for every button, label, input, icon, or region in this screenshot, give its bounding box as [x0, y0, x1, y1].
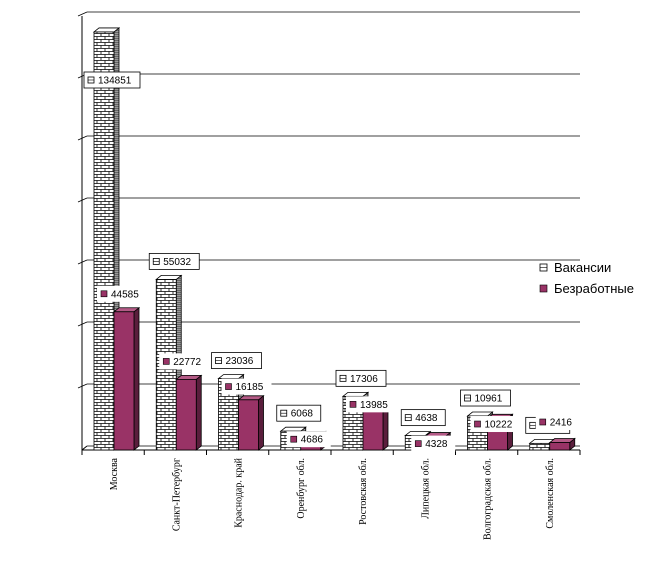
- data-label-unemployed-0-box: [97, 285, 147, 302]
- category-label-5: Липецкая обл.: [420, 458, 431, 519]
- bar-unemployed-4-front: [362, 406, 384, 451]
- bars: [92, 27, 576, 451]
- legend: Вакансии Безработные: [539, 260, 634, 296]
- data-label-unemployed-7-key: [539, 418, 547, 426]
- data-label-unemployed-6-box: [470, 416, 521, 433]
- data-label-vacancies-2-box: [211, 352, 262, 369]
- bar-vacancies-7-front: [529, 442, 551, 451]
- bar-vacancies-5-top: [404, 431, 432, 437]
- data-label-unemployed-5-key: [414, 440, 422, 447]
- category-label-3: Оренбург обл.: [296, 458, 307, 519]
- bar-unemployed-4: [361, 401, 390, 451]
- data-label-unemployed-4: 13985: [346, 396, 396, 413]
- data-label-vacancies-2: 23036: [211, 352, 262, 369]
- data-label-unemployed-3-key: [290, 435, 298, 443]
- data-label-unemployed-2-box: [221, 378, 272, 395]
- bar-unemployed-1: [175, 374, 203, 451]
- data-label-unemployed-1: 22772: [159, 353, 210, 370]
- bar-vacancies-4-top: [341, 391, 370, 397]
- category-label-0: Москва: [109, 457, 120, 490]
- gridlines: [77, 11, 580, 389]
- data-label-unemployed-1-box: [159, 353, 210, 370]
- data-label-unemployed-5-text: 4328: [425, 439, 448, 450]
- bar-unemployed-7-front: [549, 442, 571, 451]
- data-label-vacancies-3-box: [276, 404, 322, 422]
- data-label-unemployed-2: 16185: [221, 378, 272, 395]
- floor-edge: [81, 445, 88, 451]
- data-label-unemployed-6: 10222: [470, 416, 521, 433]
- data-label-unemployed-6-text: 10222: [485, 420, 513, 431]
- data-label-vacancies-4-box: [335, 369, 387, 387]
- data-label-unemployed-2-key: [225, 383, 232, 390]
- gridline-tick: [77, 11, 88, 17]
- bar-vacancies-0-top: [92, 27, 121, 33]
- bar-unemployed-1-top: [175, 375, 203, 380]
- data-label-vacancies-4: 17306: [335, 369, 387, 387]
- data-label-unemployed-3: 4686: [286, 431, 331, 448]
- data-label-vacancies-6-text: 10961: [475, 394, 503, 405]
- bar-unemployed-2: [237, 394, 265, 451]
- data-labels: 134851 44585 55032 22772 23036 16185 6068 4686 1…: [83, 71, 580, 452]
- data-label-unemployed-0-text: 44585: [111, 289, 139, 300]
- data-label-unemployed-6-key: [474, 420, 481, 428]
- legend-label-unemployed: Безработные: [554, 281, 634, 296]
- category-labels: Москва Санкт-Петербург Краснодар. край Орен…: [109, 457, 556, 540]
- data-label-vacancies-0-box: [83, 71, 141, 89]
- bar-unemployed-0-top: [112, 307, 141, 313]
- data-label-unemployed-4-text: 13985: [360, 400, 388, 411]
- category-label-4: Ростовская обл.: [358, 458, 369, 525]
- data-label-vacancies-1-text: 55032: [163, 257, 191, 268]
- data-label-vacancies-3-text: 6068: [291, 409, 314, 420]
- bar-vacancies-2-top: [217, 374, 245, 379]
- bar-unemployed-2-side: [258, 394, 264, 451]
- data-label-vacancies-1-box: [148, 253, 200, 270]
- category-label-1: Санкт-Петербург: [171, 458, 182, 531]
- legend-key-unemployed: [539, 284, 548, 293]
- legend-label-vacancies: Вакансии: [554, 260, 611, 275]
- bar-unemployed-0-side: [133, 306, 140, 451]
- data-label-unemployed-3-text: 4686: [301, 435, 324, 446]
- data-label-unemployed-1-key: [162, 358, 170, 365]
- data-label-unemployed-3-box: [286, 431, 331, 448]
- bar-unemployed-1-front: [175, 379, 197, 451]
- data-label-vacancies-6-box: [460, 389, 511, 407]
- data-label-unemployed-7-text: 2416: [550, 418, 573, 429]
- data-label-unemployed-4-key: [349, 401, 357, 408]
- data-label-vacancies-1: 55032: [148, 253, 200, 270]
- data-label-vacancies-3: 6068: [276, 404, 322, 422]
- data-label-unemployed-5-box: [411, 435, 456, 452]
- bar-unemployed-2-top: [237, 395, 265, 401]
- data-label-unemployed-5: 4328: [411, 435, 456, 452]
- data-label-vacancies-6: 10961: [460, 389, 511, 407]
- data-label-unemployed-1-text: 22772: [173, 357, 201, 368]
- bar-unemployed-2-front: [238, 399, 259, 451]
- category-label-6: Волгоградская обл.: [483, 458, 494, 540]
- data-label-unemployed-0-key: [100, 290, 108, 298]
- bar-unemployed-0: [112, 306, 141, 451]
- bar-unemployed-1-side: [195, 374, 202, 451]
- data-label-unemployed-2-text: 16185: [236, 382, 264, 393]
- data-label-unemployed-7-box: [535, 414, 580, 430]
- data-label-vacancies-5: 4638: [400, 409, 446, 427]
- data-label-vacancies-0-text: 134851: [98, 76, 132, 87]
- bar-unemployed-7: [548, 437, 576, 451]
- data-label-vacancies-5-box: [400, 409, 446, 427]
- bar-vacancies-0-front: [93, 31, 115, 451]
- bar-vacancies-6-top: [466, 411, 494, 417]
- data-label-vacancies-0: 134851: [83, 71, 141, 89]
- category-label-2: Краснодар. край: [234, 457, 245, 527]
- data-label-unemployed-0: 44585: [97, 285, 147, 302]
- bar-unemployed-0-front: [113, 311, 135, 451]
- data-label-vacancies-2-text: 23036: [226, 356, 254, 367]
- data-label-unemployed-4-box: [346, 396, 396, 413]
- category-label-7: Смоленская обл.: [545, 458, 556, 529]
- data-label-vacancies-5-text: 4638: [415, 413, 438, 424]
- bar-unemployed-7-top: [548, 438, 576, 443]
- data-label-unemployed-7: 2416: [535, 414, 580, 430]
- bar-vacancies-1-top: [155, 275, 183, 280]
- data-label-vacancies-4-text: 17306: [350, 374, 378, 385]
- bar-vacancies-3-top: [279, 426, 307, 432]
